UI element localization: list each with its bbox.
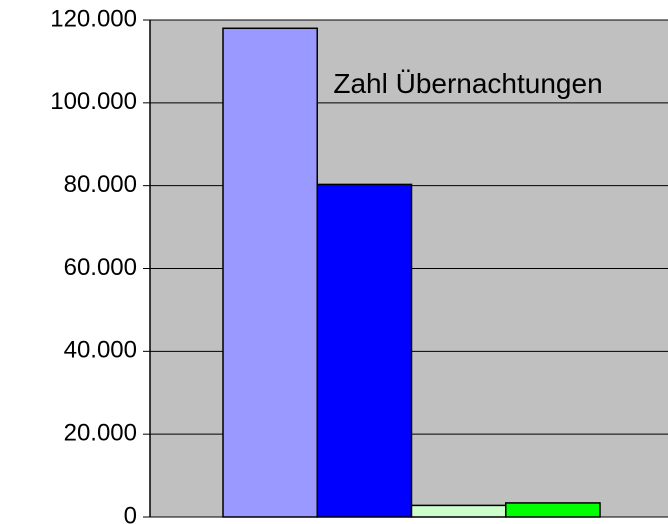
y-tick-label: 0 — [124, 502, 137, 524]
bar — [505, 502, 601, 518]
y-tick-label: 40.000 — [64, 337, 137, 364]
y-tick-label: 20.000 — [64, 420, 137, 447]
bar — [222, 27, 318, 518]
bar — [410, 504, 507, 518]
y-tick-label: 80.000 — [64, 171, 137, 198]
y-tick-label: 100.000 — [50, 88, 137, 115]
y-tick-label: 120.000 — [50, 5, 137, 32]
bar — [316, 183, 413, 518]
chart-title: Zahl Übernachtungen — [333, 68, 603, 99]
y-tick-label: 60.000 — [64, 254, 137, 281]
